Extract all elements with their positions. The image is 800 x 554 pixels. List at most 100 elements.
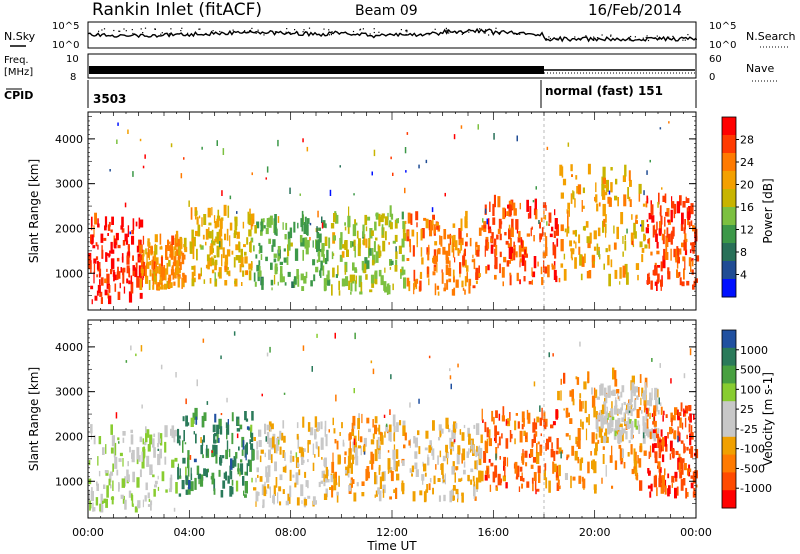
heatmap-cell (237, 419, 240, 425)
heatmap-cell (378, 269, 382, 277)
heatmap-cell (136, 477, 140, 488)
heatmap-cell (331, 284, 333, 296)
heatmap-cell (636, 409, 640, 418)
heatmap-cell (225, 471, 227, 481)
heatmap-cell (541, 277, 544, 286)
nsearch-point (405, 30, 407, 32)
heatmap-cell (99, 279, 101, 285)
heatmap-cell (646, 170, 648, 175)
heatmap-cell (228, 270, 231, 277)
heatmap-cell (215, 236, 218, 241)
heatmap-cell (444, 192, 446, 197)
heatmap-cell (174, 457, 178, 462)
heatmap-cell (348, 448, 352, 460)
heatmap-cell (112, 463, 114, 472)
nsearch-point (243, 31, 245, 34)
heatmap-cell (553, 230, 556, 238)
heatmap-cell (519, 279, 521, 285)
heatmap-cell (132, 171, 134, 177)
colorbar-segment (722, 153, 736, 172)
heatmap-cell (283, 435, 286, 443)
heatmap-cell (141, 249, 144, 253)
heatmap-cell (356, 230, 359, 239)
heatmap-cell (124, 233, 128, 242)
heatmap-cell (684, 446, 686, 453)
heatmap-cell (245, 444, 247, 455)
heatmap-cell (566, 454, 569, 459)
heatmap-cell (678, 412, 682, 416)
heatmap-cell (650, 204, 654, 215)
heatmap-cell (671, 201, 675, 209)
heatmap-cell (259, 265, 261, 275)
nsearch-point (125, 30, 127, 32)
heatmap-cell (593, 230, 597, 240)
heatmap-cell (465, 241, 468, 247)
nsearch-point (668, 36, 670, 38)
heatmap-cell (633, 222, 636, 235)
heatmap-cell (602, 446, 605, 450)
heatmap-cell (105, 252, 108, 262)
heatmap-cell (217, 209, 220, 220)
heatmap-cell (365, 468, 369, 481)
heatmap-cell (453, 276, 455, 282)
nsearch-point (161, 32, 163, 34)
heatmap-cell (200, 245, 204, 250)
heatmap-cell (394, 234, 398, 242)
heatmap-cell (433, 475, 436, 485)
heatmap-cell (442, 455, 446, 462)
heatmap-cell (504, 208, 506, 218)
heatmap-cell (251, 449, 255, 461)
heatmap-cell (130, 434, 134, 445)
heatmap-cell (328, 237, 331, 249)
heatmap-cell (224, 265, 227, 271)
heatmap-cell (91, 299, 93, 305)
heatmap-cell (427, 252, 430, 261)
heatmap-cell (268, 437, 272, 448)
heatmap-cell (666, 227, 669, 238)
heatmap-cell (636, 475, 639, 481)
heatmap-cell (390, 156, 392, 160)
heatmap-cell (295, 472, 299, 485)
colorbar-segment (722, 135, 736, 154)
heatmap-cell (372, 419, 374, 428)
heatmap-cell (395, 449, 399, 459)
heatmap-cell (108, 285, 111, 293)
heatmap-cell (584, 225, 586, 231)
heatmap-cell (494, 437, 496, 442)
heatmap-cell (120, 225, 123, 230)
heatmap-cell (664, 468, 666, 476)
heatmap-cell (175, 264, 179, 275)
heatmap-cell (262, 499, 265, 508)
heatmap-cell (290, 242, 293, 247)
heatmap-cell (503, 456, 506, 467)
heatmap-cell (639, 241, 643, 248)
heatmap-cell (554, 209, 556, 216)
heatmap-cell (171, 459, 175, 468)
heatmap-cell (478, 470, 482, 483)
heatmap-cell (674, 471, 678, 478)
heatmap-cell (611, 445, 613, 457)
heatmap-cell (172, 269, 175, 280)
heatmap-cell (426, 247, 430, 255)
heatmap-cell (661, 475, 665, 488)
heatmap-cell (601, 176, 604, 186)
heatmap-cell (321, 457, 323, 460)
heatmap-cell (519, 466, 523, 472)
heatmap-cell (420, 228, 423, 241)
heatmap-cell (255, 477, 257, 483)
heatmap-cell (179, 435, 181, 439)
heatmap-cell (251, 172, 253, 176)
nsearch-point (446, 29, 448, 31)
heatmap-cell (484, 245, 486, 257)
heatmap-cell (392, 414, 396, 427)
heatmap-cell (402, 420, 406, 429)
heatmap-cell (331, 485, 334, 498)
heatmap-cell (629, 399, 632, 406)
heatmap-cell (675, 477, 678, 482)
heatmap-cell (208, 222, 212, 226)
heatmap-cell (188, 480, 191, 490)
heatmap-cell (287, 493, 291, 504)
heatmap-cell (618, 420, 621, 425)
colorbar-tick-label: 28 (740, 134, 754, 147)
heatmap-cell (539, 405, 541, 412)
